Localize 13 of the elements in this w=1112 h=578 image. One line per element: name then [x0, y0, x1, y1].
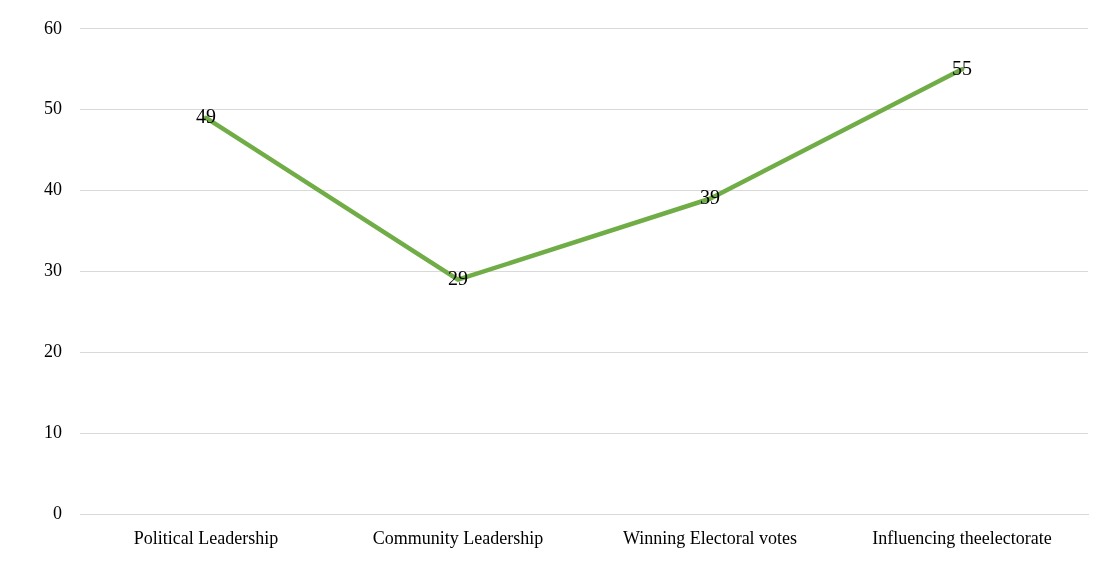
- data-label: 49: [196, 105, 216, 128]
- y-tick-label: 60: [44, 17, 62, 38]
- y-tick-label: 0: [53, 503, 62, 524]
- y-tick-label: 50: [44, 98, 62, 119]
- x-tick-label: Influencing theelectorate: [872, 527, 1052, 548]
- y-tick-label: 10: [44, 422, 62, 443]
- x-tick-label: Political Leadership: [133, 527, 279, 548]
- y-tick-label: 20: [44, 341, 62, 362]
- data-label: 39: [700, 186, 720, 209]
- y-tick-label: 30: [44, 260, 62, 281]
- x-tick-label: Community Leadership: [372, 527, 544, 548]
- y-tick-label: 40: [44, 179, 62, 200]
- x-tick-label: Winning Electoral votes: [622, 527, 798, 548]
